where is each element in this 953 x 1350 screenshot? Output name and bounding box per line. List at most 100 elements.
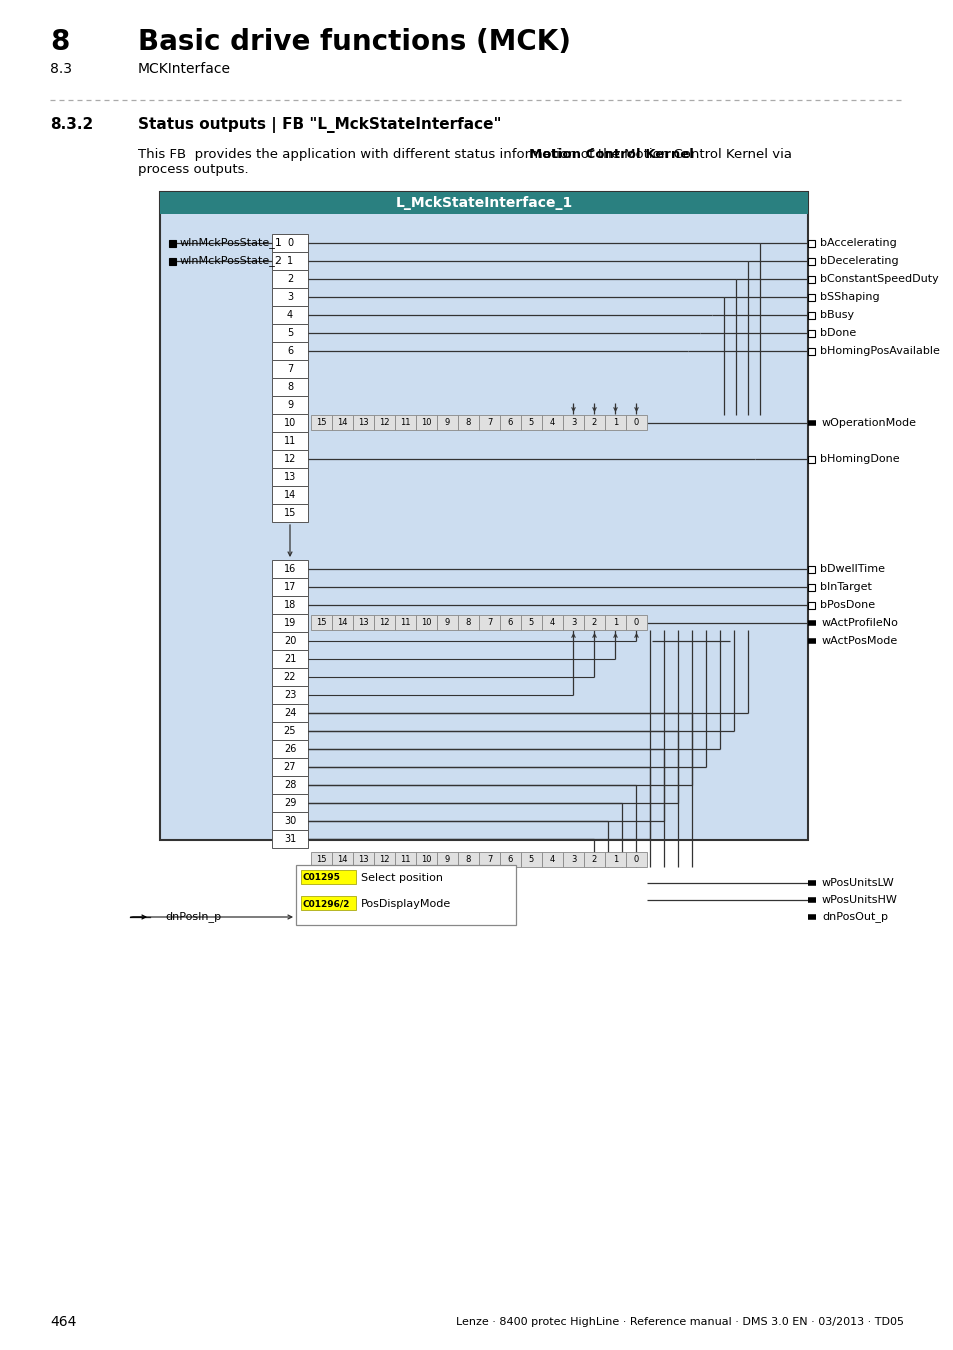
Bar bbox=[416, 852, 436, 867]
Text: 15: 15 bbox=[315, 618, 327, 626]
Text: 22: 22 bbox=[283, 672, 296, 682]
Text: 8.3: 8.3 bbox=[50, 62, 71, 76]
Text: 28: 28 bbox=[283, 780, 295, 790]
Text: bDwellTime: bDwellTime bbox=[820, 564, 884, 574]
Bar bbox=[541, 616, 562, 630]
Bar bbox=[332, 616, 353, 630]
Text: 6: 6 bbox=[507, 418, 513, 427]
Text: MCKInterface: MCKInterface bbox=[138, 62, 231, 76]
Bar bbox=[301, 869, 355, 884]
Text: 20: 20 bbox=[283, 636, 295, 647]
Text: 12: 12 bbox=[283, 454, 295, 464]
Bar bbox=[807, 275, 814, 282]
Text: 7: 7 bbox=[486, 418, 492, 427]
Text: 27: 27 bbox=[283, 761, 296, 772]
Bar bbox=[395, 414, 416, 431]
Bar bbox=[272, 595, 308, 614]
Bar bbox=[807, 293, 814, 301]
Text: 11: 11 bbox=[284, 436, 295, 446]
Text: 23: 23 bbox=[283, 690, 295, 701]
Bar bbox=[272, 578, 308, 595]
Bar bbox=[520, 616, 541, 630]
Bar bbox=[272, 324, 308, 342]
Bar bbox=[272, 632, 308, 649]
Bar bbox=[807, 583, 814, 590]
Text: C01295: C01295 bbox=[303, 873, 340, 883]
Bar bbox=[272, 252, 308, 270]
Bar bbox=[272, 722, 308, 740]
Bar bbox=[272, 794, 308, 811]
Text: 4: 4 bbox=[549, 855, 555, 864]
Text: 6: 6 bbox=[507, 855, 513, 864]
Bar bbox=[295, 865, 516, 925]
Text: bPosDone: bPosDone bbox=[820, 599, 874, 610]
Text: 6: 6 bbox=[507, 618, 513, 626]
Bar bbox=[272, 306, 308, 324]
Text: bBusy: bBusy bbox=[820, 310, 853, 320]
Bar bbox=[353, 414, 374, 431]
Text: 1: 1 bbox=[287, 256, 293, 266]
Bar bbox=[541, 852, 562, 867]
Bar bbox=[583, 852, 604, 867]
Bar bbox=[807, 329, 814, 336]
Text: 0: 0 bbox=[633, 855, 639, 864]
Bar bbox=[583, 414, 604, 431]
Bar bbox=[160, 192, 807, 215]
Bar bbox=[272, 432, 308, 450]
Text: This FB  provides the application with different status information of the Motio: This FB provides the application with di… bbox=[138, 148, 791, 161]
Text: 14: 14 bbox=[284, 490, 295, 500]
Bar bbox=[272, 703, 308, 722]
Text: 7: 7 bbox=[486, 855, 492, 864]
Text: 11: 11 bbox=[400, 855, 411, 864]
Text: bHomingPosAvailable: bHomingPosAvailable bbox=[820, 346, 939, 356]
Text: 11: 11 bbox=[400, 618, 411, 626]
Bar bbox=[499, 414, 520, 431]
Text: 3: 3 bbox=[570, 418, 576, 427]
Bar bbox=[272, 450, 308, 468]
Text: 21: 21 bbox=[283, 653, 295, 664]
Text: 10: 10 bbox=[421, 418, 432, 427]
Text: 13: 13 bbox=[284, 472, 295, 482]
Text: 0: 0 bbox=[633, 418, 639, 427]
Text: 9: 9 bbox=[444, 418, 450, 427]
Text: 7: 7 bbox=[287, 364, 293, 374]
Text: 24: 24 bbox=[283, 707, 295, 718]
Text: 3: 3 bbox=[287, 292, 293, 302]
Text: 10: 10 bbox=[284, 418, 295, 428]
Text: bConstantSpeedDuty: bConstantSpeedDuty bbox=[820, 274, 938, 284]
Bar bbox=[272, 234, 308, 252]
Bar bbox=[160, 192, 807, 840]
Text: dnPosOut_p: dnPosOut_p bbox=[821, 911, 887, 922]
Bar bbox=[436, 852, 457, 867]
Text: 11: 11 bbox=[400, 418, 411, 427]
Bar bbox=[520, 414, 541, 431]
Text: 31: 31 bbox=[284, 834, 295, 844]
Text: Basic drive functions (MCK): Basic drive functions (MCK) bbox=[138, 28, 571, 55]
Text: 14: 14 bbox=[337, 418, 348, 427]
Bar bbox=[395, 616, 416, 630]
Text: bInTarget: bInTarget bbox=[820, 582, 871, 593]
Bar bbox=[520, 852, 541, 867]
Text: 19: 19 bbox=[284, 618, 295, 628]
Bar bbox=[457, 616, 478, 630]
Bar bbox=[625, 616, 646, 630]
Bar bbox=[332, 414, 353, 431]
Bar bbox=[272, 288, 308, 306]
Bar bbox=[301, 896, 355, 910]
Bar bbox=[807, 258, 814, 265]
Bar bbox=[332, 852, 353, 867]
Text: 0: 0 bbox=[287, 238, 293, 248]
Bar bbox=[272, 830, 308, 848]
Bar bbox=[272, 614, 308, 632]
Bar bbox=[499, 616, 520, 630]
Bar bbox=[272, 360, 308, 378]
Text: 8: 8 bbox=[465, 418, 471, 427]
Bar bbox=[807, 312, 814, 319]
Text: Lenze · 8400 protec HighLine · Reference manual · DMS 3.0 EN · 03/2013 · TD05: Lenze · 8400 protec HighLine · Reference… bbox=[456, 1318, 903, 1327]
Bar bbox=[374, 616, 395, 630]
Text: 9: 9 bbox=[444, 618, 450, 626]
Text: 1: 1 bbox=[612, 855, 618, 864]
Text: 10: 10 bbox=[421, 855, 432, 864]
Text: 9: 9 bbox=[444, 855, 450, 864]
Text: 26: 26 bbox=[283, 744, 295, 755]
